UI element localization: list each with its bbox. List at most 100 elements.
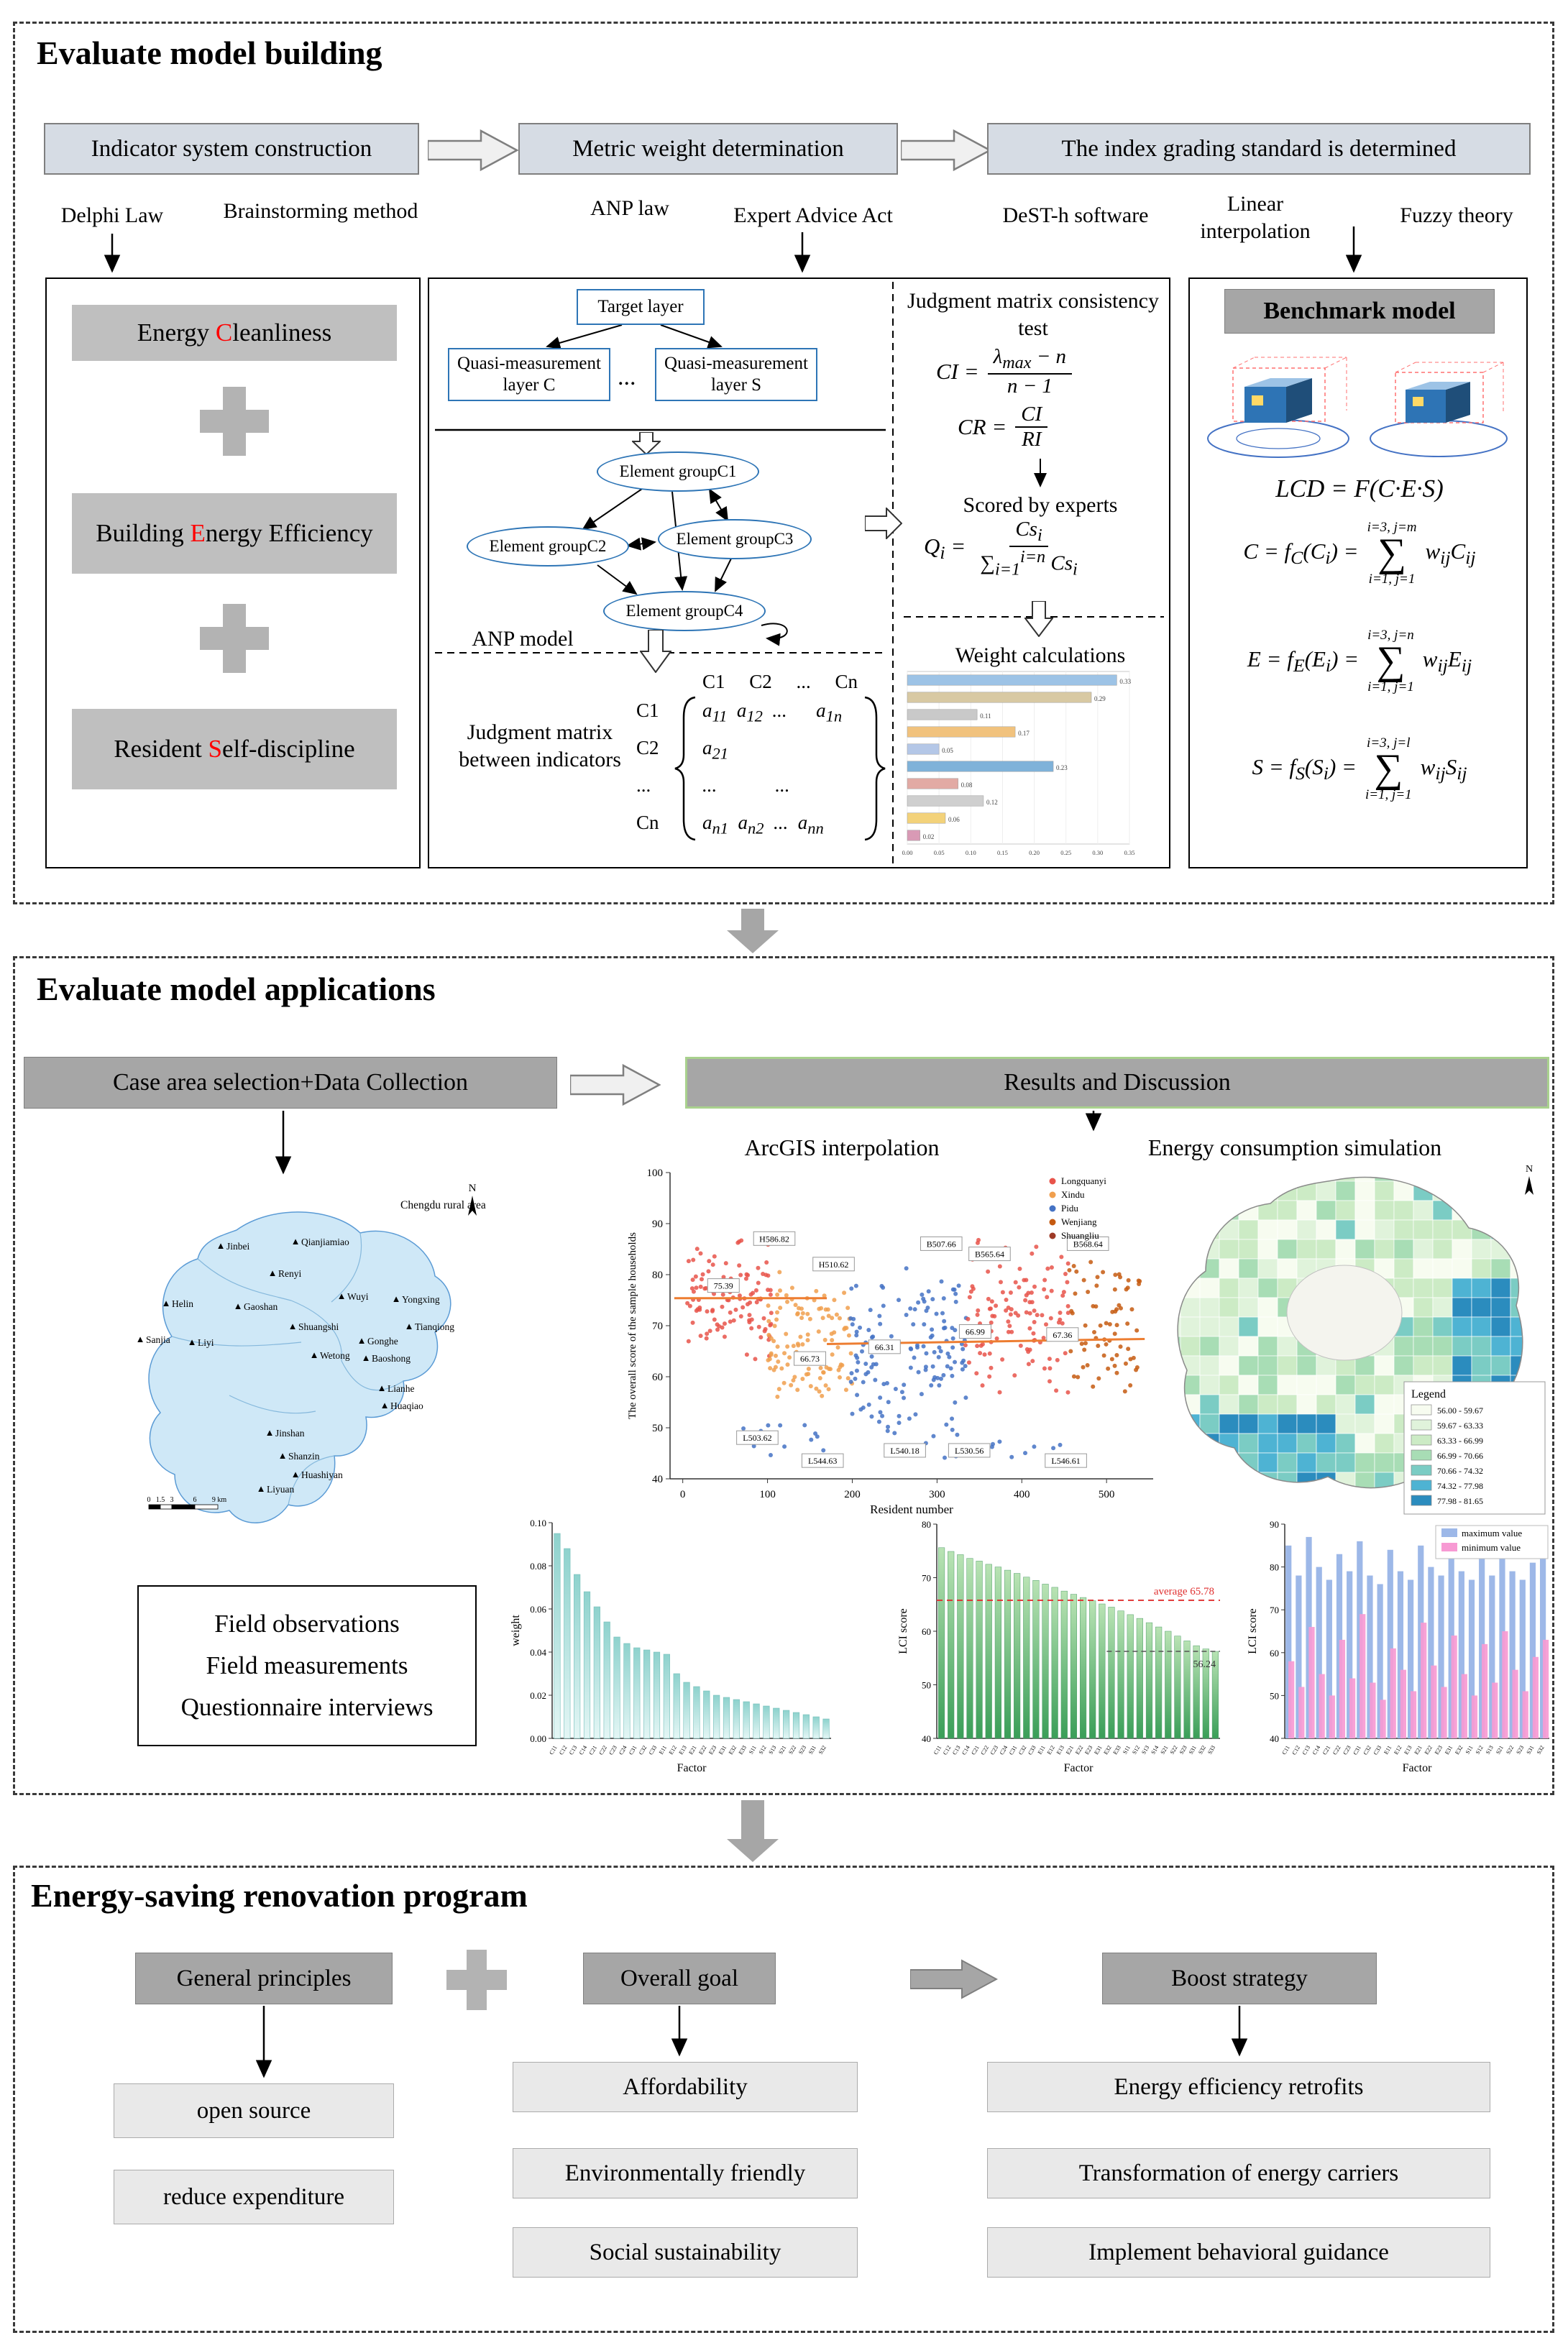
svg-text:Gonghe: Gonghe bbox=[367, 1336, 398, 1347]
svg-text:B507.66: B507.66 bbox=[927, 1239, 956, 1249]
svg-text:C32: C32 bbox=[638, 1745, 648, 1756]
svg-text:75.39: 75.39 bbox=[714, 1281, 733, 1291]
svg-text:E21: E21 bbox=[1413, 1745, 1423, 1756]
svg-text:S32: S32 bbox=[817, 1745, 827, 1756]
matrix-row-value: an1 an2 ... ann bbox=[702, 812, 824, 838]
svg-text:▲: ▲ bbox=[268, 1267, 278, 1278]
svg-text:▲: ▲ bbox=[265, 1427, 275, 1438]
svg-text:S22: S22 bbox=[1169, 1745, 1179, 1756]
svg-text:▲: ▲ bbox=[136, 1334, 145, 1344]
general-principles-box: General principles bbox=[135, 1953, 393, 2004]
lcd-formula: LCD = F(C·E·S) bbox=[1275, 474, 1444, 503]
svg-text:S31: S31 bbox=[1188, 1745, 1198, 1756]
svg-text:0.02: 0.02 bbox=[530, 1690, 546, 1701]
svg-text:▲: ▲ bbox=[377, 1382, 387, 1393]
svg-text:60: 60 bbox=[652, 1372, 663, 1383]
qi-formula: Qi = Csi ∑i=1i=n Csi bbox=[924, 518, 1078, 579]
svg-text:90: 90 bbox=[652, 1219, 663, 1230]
svg-text:S32: S32 bbox=[1536, 1745, 1546, 1756]
svg-text:S13: S13 bbox=[1485, 1745, 1495, 1756]
svg-text:Shuangliu: Shuangliu bbox=[1061, 1230, 1099, 1241]
svg-text:40: 40 bbox=[922, 1733, 931, 1744]
matrix-row-key: C2 bbox=[636, 737, 659, 758]
matrix-row-key: C1 bbox=[636, 700, 659, 721]
svg-text:maximum value: maximum value bbox=[1462, 1528, 1522, 1538]
section-model-applications: Evaluate model applications Case area se… bbox=[13, 956, 1554, 1795]
svg-text:66.99: 66.99 bbox=[966, 1327, 985, 1337]
questionnaire-interviews: Questionnaire interviews bbox=[180, 1693, 434, 1721]
svg-text:▲: ▲ bbox=[337, 1290, 347, 1301]
svg-text:80: 80 bbox=[652, 1270, 663, 1281]
svg-text:▲: ▲ bbox=[234, 1301, 243, 1311]
svg-text:S14: S14 bbox=[1150, 1745, 1160, 1756]
section-flow-arrow-icon bbox=[727, 909, 779, 953]
svg-text:0.00: 0.00 bbox=[902, 849, 913, 856]
svg-text:60: 60 bbox=[1270, 1648, 1279, 1659]
matrix-row-value: a11 a12 ... a1n bbox=[702, 700, 843, 725]
flow-box-indicator-system: Indicator system construction bbox=[44, 123, 419, 175]
svg-text:66.31: 66.31 bbox=[875, 1342, 894, 1352]
svg-text:Shuangshi: Shuangshi bbox=[298, 1321, 339, 1332]
svg-text:L546.61: L546.61 bbox=[1051, 1456, 1080, 1466]
svg-text:C13: C13 bbox=[951, 1745, 961, 1756]
svg-text:LCI score: LCI score bbox=[897, 1608, 909, 1654]
svg-text:0.12: 0.12 bbox=[986, 799, 998, 806]
matrix-header: C1 C2 ... Cn bbox=[702, 671, 858, 692]
svg-text:S12: S12 bbox=[1475, 1745, 1485, 1756]
svg-text:C23: C23 bbox=[1342, 1745, 1352, 1756]
svg-text:0.08: 0.08 bbox=[961, 781, 973, 789]
block-arrow-right-icon bbox=[428, 129, 518, 172]
section1-title: Evaluate model building bbox=[37, 35, 382, 71]
svg-text:66.99 - 70.66: 66.99 - 70.66 bbox=[1437, 1451, 1483, 1461]
energy-simulation-label: Energy consumption simulation bbox=[1147, 1134, 1442, 1160]
hollow-down-arrow-icon bbox=[1024, 601, 1053, 637]
svg-text:Tianqiong: Tianqiong bbox=[415, 1321, 454, 1332]
svg-text:0.30: 0.30 bbox=[1092, 849, 1103, 856]
cr-formula: CR = CI RI bbox=[958, 403, 1048, 452]
svg-text:0.33: 0.33 bbox=[1119, 678, 1131, 685]
svg-text:Baoshong: Baoshong bbox=[372, 1353, 411, 1364]
svg-text:C24: C24 bbox=[618, 1745, 628, 1756]
svg-text:E31: E31 bbox=[1444, 1745, 1454, 1756]
svg-text:0.25: 0.25 bbox=[1060, 849, 1071, 856]
block-arrow-right-icon bbox=[570, 1063, 661, 1106]
svg-text:80: 80 bbox=[1270, 1562, 1279, 1573]
svg-text:S12: S12 bbox=[1131, 1745, 1141, 1756]
svg-text:0.04: 0.04 bbox=[530, 1647, 546, 1658]
indicator-panel: Energy Cleanliness Building Energy Effic… bbox=[45, 278, 421, 868]
hollow-down-arrow-icon bbox=[640, 630, 671, 673]
svg-text:C22: C22 bbox=[1331, 1745, 1342, 1756]
svg-text:E32: E32 bbox=[1102, 1745, 1112, 1756]
svg-text:0.10: 0.10 bbox=[966, 849, 976, 856]
svg-text:50: 50 bbox=[922, 1680, 931, 1691]
social-sustainability-box: Social sustainability bbox=[513, 2227, 858, 2278]
lci-minmax-chart: 40 50 60 70 80 90 LCI score Factor maximum value… bbox=[1247, 1519, 1549, 1774]
svg-text:Sanjia: Sanjia bbox=[146, 1334, 170, 1345]
svg-text:L540.18: L540.18 bbox=[890, 1446, 919, 1456]
energy-simulation-map: N Legend 56.00 - 59.67 59.67 - 63.33 63.33 -… bbox=[1177, 1164, 1546, 1515]
svg-text:Huaqiao: Huaqiao bbox=[390, 1400, 423, 1411]
svg-text:S21: S21 bbox=[777, 1745, 787, 1756]
svg-text:Legend: Legend bbox=[1411, 1388, 1446, 1400]
svg-text:C13: C13 bbox=[568, 1745, 578, 1756]
svg-text:Pidu: Pidu bbox=[1061, 1203, 1078, 1214]
svg-text:C31: C31 bbox=[628, 1745, 638, 1756]
svg-text:E11: E11 bbox=[1037, 1745, 1047, 1756]
svg-text:Wenjiang: Wenjiang bbox=[1061, 1216, 1097, 1227]
section-renovation-program: Energy-saving renovation program General… bbox=[13, 1866, 1554, 2333]
plus-icon bbox=[446, 1950, 507, 2010]
svg-text:59.67 - 63.33: 59.67 - 63.33 bbox=[1437, 1421, 1483, 1431]
svg-text:Helin: Helin bbox=[172, 1298, 193, 1309]
anp-element-group-c1: Element groupC1 bbox=[597, 451, 759, 492]
svg-text:Factor: Factor bbox=[1403, 1762, 1433, 1774]
block-arrow-right-icon bbox=[910, 1959, 998, 1999]
svg-text:▲: ▲ bbox=[392, 1293, 401, 1304]
svg-text:Renyi: Renyi bbox=[278, 1268, 301, 1279]
field-observations: Field observations bbox=[214, 1610, 400, 1638]
svg-text:B568.64: B568.64 bbox=[1073, 1239, 1103, 1249]
field-methods-box: Field observations Field measurements Qu… bbox=[137, 1585, 477, 1746]
svg-text:H510.62: H510.62 bbox=[819, 1260, 849, 1270]
svg-text:50: 50 bbox=[652, 1423, 663, 1434]
affordability-box: Affordability bbox=[513, 2062, 858, 2112]
